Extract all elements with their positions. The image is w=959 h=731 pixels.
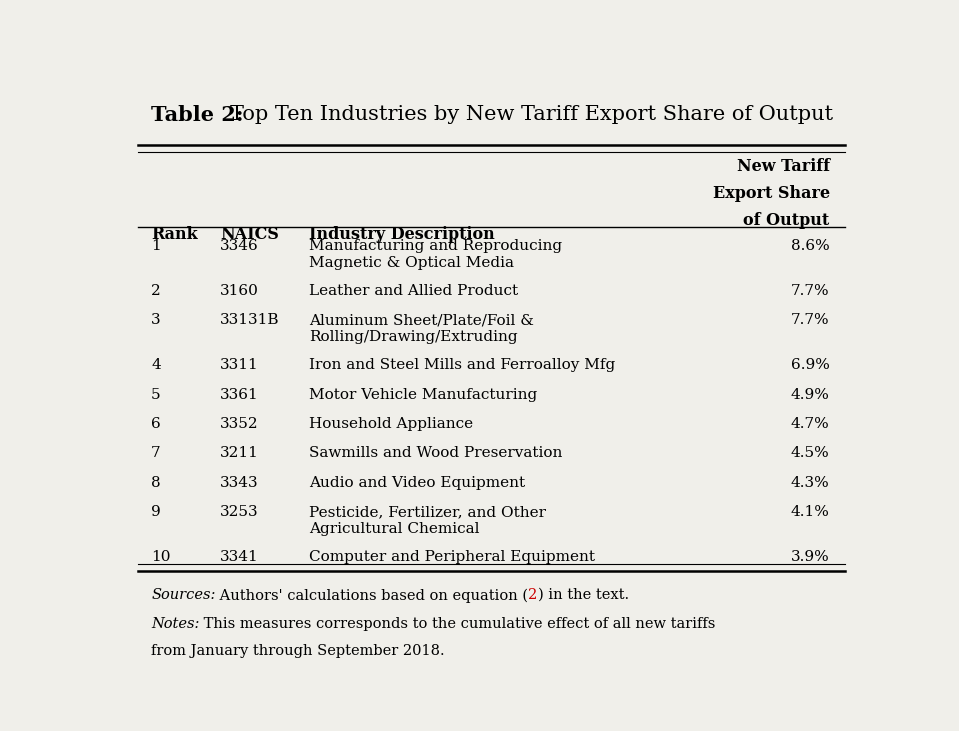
Text: from January through September 2018.: from January through September 2018. — [152, 645, 445, 659]
Text: Rank: Rank — [152, 226, 198, 243]
Text: 1: 1 — [152, 239, 161, 253]
Text: 5: 5 — [152, 387, 161, 402]
Text: 9: 9 — [152, 505, 161, 519]
Text: Iron and Steel Mills and Ferroalloy Mfg: Iron and Steel Mills and Ferroalloy Mfg — [310, 358, 616, 373]
Text: Sawmills and Wood Preservation: Sawmills and Wood Preservation — [310, 446, 563, 461]
Text: 3311: 3311 — [221, 358, 259, 373]
Text: ) in the text.: ) in the text. — [538, 588, 629, 602]
Text: 3211: 3211 — [221, 446, 259, 461]
Text: 3341: 3341 — [221, 550, 259, 564]
Text: 3160: 3160 — [221, 284, 259, 298]
Text: Notes:: Notes: — [152, 618, 199, 632]
Text: Aluminum Sheet/Plate/Foil &: Aluminum Sheet/Plate/Foil & — [310, 314, 534, 327]
Text: New Tariff: New Tariff — [737, 158, 830, 175]
Text: 3352: 3352 — [221, 417, 259, 431]
Text: 2: 2 — [152, 284, 161, 298]
Text: Export Share: Export Share — [713, 185, 830, 202]
Text: Motor Vehicle Manufacturing: Motor Vehicle Manufacturing — [310, 387, 538, 402]
Text: 4.3%: 4.3% — [791, 476, 830, 490]
Text: This measures corresponds to the cumulative effect of all new tariffs: This measures corresponds to the cumulat… — [199, 618, 715, 632]
Text: Computer and Peripheral Equipment: Computer and Peripheral Equipment — [310, 550, 596, 564]
Text: 3: 3 — [152, 314, 161, 327]
Text: 4.7%: 4.7% — [791, 417, 830, 431]
Text: NAICS: NAICS — [221, 226, 279, 243]
Text: 6: 6 — [152, 417, 161, 431]
Text: Pesticide, Fertilizer, and Other: Pesticide, Fertilizer, and Other — [310, 505, 547, 519]
Text: 6.9%: 6.9% — [791, 358, 830, 373]
Text: 7: 7 — [152, 446, 161, 461]
Text: 4: 4 — [152, 358, 161, 373]
Text: of Output: of Output — [743, 212, 830, 229]
Text: Table 2:: Table 2: — [152, 105, 244, 124]
Text: Rolling/Drawing/Extruding: Rolling/Drawing/Extruding — [310, 330, 518, 344]
Text: Household Appliance: Household Appliance — [310, 417, 474, 431]
Text: 4.1%: 4.1% — [791, 505, 830, 519]
Text: Magnetic & Optical Media: Magnetic & Optical Media — [310, 256, 514, 270]
Text: 7.7%: 7.7% — [791, 284, 830, 298]
Text: 2: 2 — [528, 588, 538, 602]
Text: 4.9%: 4.9% — [791, 387, 830, 402]
Text: 3346: 3346 — [221, 239, 259, 253]
Text: 3343: 3343 — [221, 476, 259, 490]
Text: Agricultural Chemical: Agricultural Chemical — [310, 522, 480, 536]
Text: 3253: 3253 — [221, 505, 259, 519]
Text: Leather and Allied Product: Leather and Allied Product — [310, 284, 519, 298]
Text: Manufacturing and Reproducing: Manufacturing and Reproducing — [310, 239, 563, 253]
Text: 7.7%: 7.7% — [791, 314, 830, 327]
Text: 4.5%: 4.5% — [791, 446, 830, 461]
Text: 8: 8 — [152, 476, 161, 490]
Text: Authors' calculations based on equation (: Authors' calculations based on equation … — [216, 588, 528, 602]
Text: Sources:: Sources: — [152, 588, 216, 602]
Text: Audio and Video Equipment: Audio and Video Equipment — [310, 476, 526, 490]
Text: 33131B: 33131B — [221, 314, 280, 327]
Text: 3.9%: 3.9% — [791, 550, 830, 564]
Text: 3361: 3361 — [221, 387, 259, 402]
Text: 8.6%: 8.6% — [791, 239, 830, 253]
Text: Top Ten Industries by New Tariff Export Share of Output: Top Ten Industries by New Tariff Export … — [230, 105, 833, 124]
Text: 10: 10 — [152, 550, 171, 564]
Text: Industry Description: Industry Description — [310, 226, 495, 243]
